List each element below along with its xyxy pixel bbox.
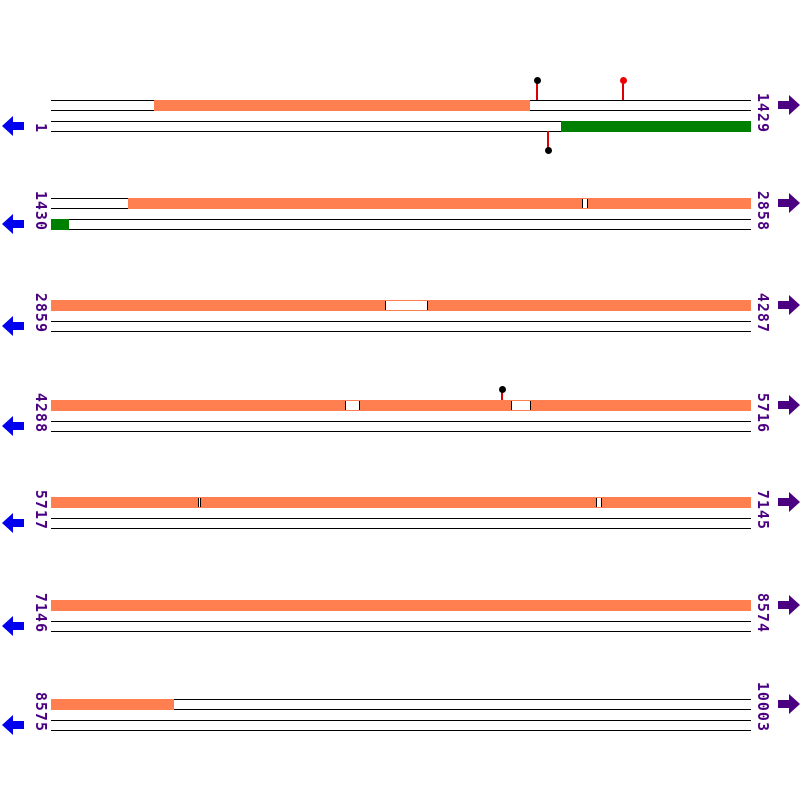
- row-end-coordinate: 2858: [754, 190, 772, 231]
- track-line: [51, 431, 751, 432]
- forward-strand-arrow-right-icon: [778, 295, 800, 315]
- forward-strand-arrow-right-icon: [778, 95, 800, 115]
- track-line: [51, 331, 751, 332]
- row-end-coordinate: 8574: [754, 592, 772, 633]
- orf-gap: [385, 301, 428, 310]
- track-line: [51, 528, 751, 529]
- marker-stem: [547, 131, 549, 148]
- reverse-strand-arrow-left-icon: [2, 416, 24, 436]
- forward-strand-arrow-right-icon: [778, 193, 800, 213]
- row-start-coordinate: 1: [32, 122, 50, 133]
- row-end-coordinate: 4287: [754, 292, 772, 333]
- row-start-coordinate: 7146: [32, 592, 50, 633]
- marker-dot[interactable]: [499, 386, 506, 393]
- orf-bar-forward[interactable]: [51, 400, 751, 411]
- forward-strand-arrow-right-icon: [778, 492, 800, 512]
- orf-bar-reverse[interactable]: [51, 219, 69, 230]
- row-end-coordinate: 5716: [754, 392, 772, 433]
- marker-stem: [501, 391, 503, 400]
- orf-gap: [345, 401, 360, 410]
- marker-dot[interactable]: [620, 77, 627, 84]
- marker-dot[interactable]: [534, 77, 541, 84]
- track-line: [51, 709, 751, 710]
- row-start-coordinate: 4288: [32, 392, 50, 433]
- orf-gap: [511, 401, 531, 410]
- track-line: [51, 621, 751, 622]
- marker-stem: [536, 82, 538, 100]
- row-end-coordinate: 1429: [754, 92, 772, 133]
- marker-stem: [622, 82, 624, 100]
- reverse-strand-arrow-left-icon: [2, 116, 24, 136]
- track-line: [51, 720, 751, 721]
- track-line: [51, 219, 751, 220]
- forward-strand-arrow-right-icon: [778, 395, 800, 415]
- forward-strand-arrow-right-icon: [778, 694, 800, 714]
- orf-gap: [198, 498, 201, 507]
- orf-bar-forward[interactable]: [51, 497, 751, 508]
- track-line: [51, 518, 751, 519]
- track-line: [51, 131, 751, 132]
- reverse-strand-arrow-left-icon: [2, 214, 24, 234]
- row-start-coordinate: 2859: [32, 292, 50, 333]
- track-line: [51, 229, 751, 230]
- orf-bar-forward[interactable]: [128, 198, 751, 209]
- orf-gap: [582, 199, 588, 208]
- orf-gap: [596, 498, 602, 507]
- track-line: [51, 730, 751, 731]
- orf-bar-reverse[interactable]: [561, 121, 751, 132]
- orf-bar-forward[interactable]: [51, 699, 174, 710]
- row-end-coordinate: 10003: [754, 681, 772, 732]
- row-start-coordinate: 5717: [32, 489, 50, 530]
- reverse-strand-arrow-left-icon: [2, 616, 24, 636]
- row-end-coordinate: 7145: [754, 489, 772, 530]
- track-line: [51, 631, 751, 632]
- reverse-strand-arrow-left-icon: [2, 513, 24, 533]
- row-start-coordinate: 1430: [32, 190, 50, 231]
- row-start-coordinate: 8575: [32, 691, 50, 732]
- orf-bar-forward[interactable]: [51, 600, 751, 611]
- reverse-strand-arrow-left-icon: [2, 316, 24, 336]
- forward-strand-arrow-right-icon: [778, 595, 800, 615]
- orf-bar-forward[interactable]: [154, 100, 530, 111]
- marker-dot[interactable]: [545, 147, 552, 154]
- track-line: [51, 699, 751, 700]
- track-line: [51, 421, 751, 422]
- track-line: [51, 321, 751, 322]
- track-line: [51, 121, 751, 122]
- reverse-strand-arrow-left-icon: [2, 715, 24, 735]
